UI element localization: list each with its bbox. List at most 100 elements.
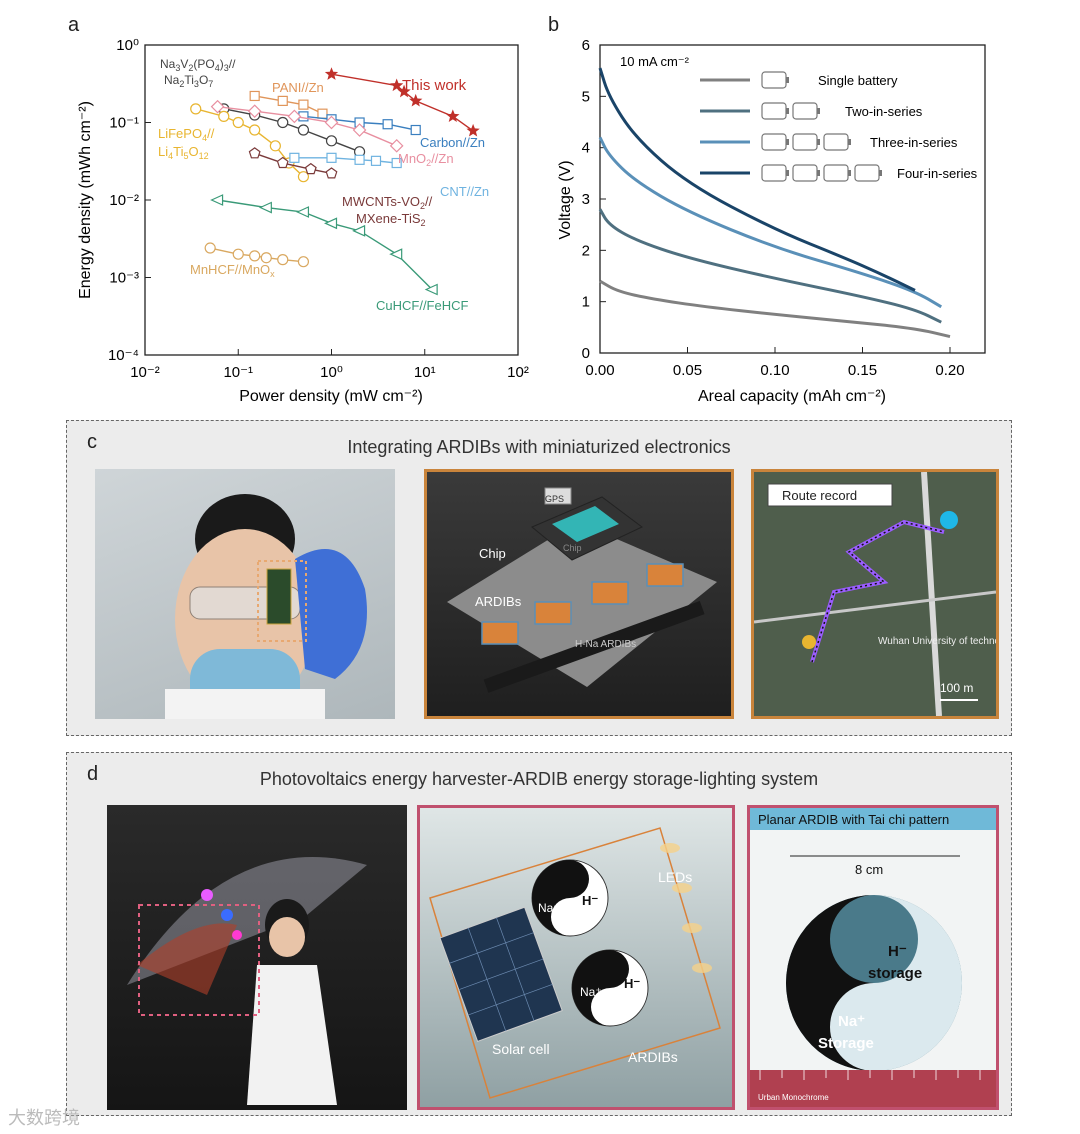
chip-label: Chip [479,546,506,561]
na-label-1: Na⁺ [538,901,560,915]
ruler-brand: Urban Monochrome [758,1093,829,1102]
x-tick-label: 10² [507,364,529,381]
x-tick-label: 0.05 [673,362,702,379]
data-point [249,124,261,136]
data-point [232,116,244,129]
data-point [297,256,310,268]
data-point [389,248,403,261]
label-mno2: MnO2//Zn [398,151,454,168]
y-tick-label: 5 [582,88,590,105]
label-lfp: LiFePO4// [158,126,215,143]
label-nvp: Na3V2(PO4)3// [160,57,236,73]
map-illustration: Route record Wuhan University of technol… [754,472,996,716]
battery-icon [761,102,787,120]
y-axis-label: Voltage (V) [557,160,574,239]
battery-icon [823,164,849,182]
data-point [295,206,310,218]
data-point [352,224,366,237]
data-point [269,140,281,152]
data-point [352,123,367,137]
battery-terminal [817,139,820,145]
gps-label: GPS [545,494,564,504]
data-point [370,155,382,166]
data-point [297,124,310,136]
series-line [598,208,942,324]
series-line [254,95,323,115]
label-this-work: This work [402,77,467,94]
taichi-illustration: Planar ARDIB with Tai chi pattern 8 cm H… [750,808,996,1107]
battery-terminal [786,108,789,114]
data-point [324,67,339,80]
data-point [446,109,460,123]
h-storage-label-1: H⁻ [888,943,907,960]
label-mwcnt: MWCNTs-VO2// [342,194,433,211]
x-tick-label: 0.10 [760,362,789,379]
chart-a: 10⁻² 10⁻¹ 10⁰ 10¹ 10² 10⁰ 10⁻¹ 10⁻² 10⁻³ 10⁻⁴ Pow… [77,37,529,405]
y-tick-label: 3 [582,191,590,208]
label-mxene: MXene-TiS2 [356,211,426,228]
label-cuhcf: CuHCF//FeHCF [376,298,469,313]
legend-label: Single battery [818,73,898,88]
na-label-2: Na⁺ [580,985,602,999]
data-point [204,242,216,254]
battery-terminal [817,108,820,114]
battery-terminal [786,77,789,83]
data-point [249,90,260,102]
battery-terminal [848,170,851,176]
battery-icon [792,102,818,120]
panel-letter-a: a [68,14,80,36]
data-point [409,93,423,107]
y-tick-label: 10⁻² [109,192,139,209]
battery-icon [854,164,880,182]
solar-label: Solar cell [492,1041,550,1057]
data-point [424,283,438,296]
ardibs-label-d: ARDIBs [628,1049,678,1065]
label-carbon: Carbon//Zn [420,135,485,150]
data-point [325,167,338,179]
plot-frame [599,44,986,354]
x-axis-label: Power density (mW cm⁻²) [239,388,423,405]
series-line [294,157,397,164]
chart-b: 0.00 0.05 0.10 0.15 0.20 0 1 2 3 4 5 6 Single batte… [557,37,986,405]
data-point [277,116,289,129]
researcher-photo [95,469,395,719]
data-point [466,123,480,137]
panel-c-box: c Integrating ARDIBs with miniaturized e… [66,420,1012,736]
battery-icon [761,133,787,151]
y-axis-label: Energy density (mWh cm⁻²) [77,101,94,299]
data-point [287,109,302,124]
data-point [190,103,202,115]
map-place-label: Wuhan University of technology [878,636,996,647]
x-tick-label: 10⁻² [130,364,160,381]
data-point [325,135,338,147]
data-point [232,248,244,260]
map-scale-label: 100 m [940,681,973,695]
current-annotation: 10 mA cm⁻² [620,54,690,69]
x-tick-label: 10¹ [414,364,436,381]
y-tick-label: 1 [582,294,590,311]
panel-d-title: Photovoltaics energy harvester-ARDIB ene… [259,769,819,789]
umbrella-photo [107,805,407,1110]
y-tick-label: 10⁻⁴ [108,347,139,364]
data-point [247,104,262,119]
battery-terminal [848,139,851,145]
battery-icon [792,133,818,151]
y-tick-label: 10⁻³ [109,270,139,287]
data-point [218,110,230,122]
data-point [210,194,224,206]
y-tick-label: 6 [582,37,590,54]
label-mnhcf: MnHCF//MnOx [190,262,275,279]
panel-letter-c: c [87,431,97,453]
label-cnt: CNT//Zn [440,184,489,199]
label-pani: PANI//Zn [272,80,324,95]
panel-letter-b: b [548,14,560,36]
y-tick-label: 0 [582,345,590,362]
series-line [598,136,943,309]
battery-icon [792,164,818,182]
data-point [354,154,365,165]
researcher-illustration [165,494,367,719]
chip-die-label: Chip [563,543,582,553]
data-point [277,95,288,106]
battery-terminal [817,170,820,176]
chip-illustration: Chip ARDIBs GPS Chip H-Na ARDIBs [447,487,717,693]
